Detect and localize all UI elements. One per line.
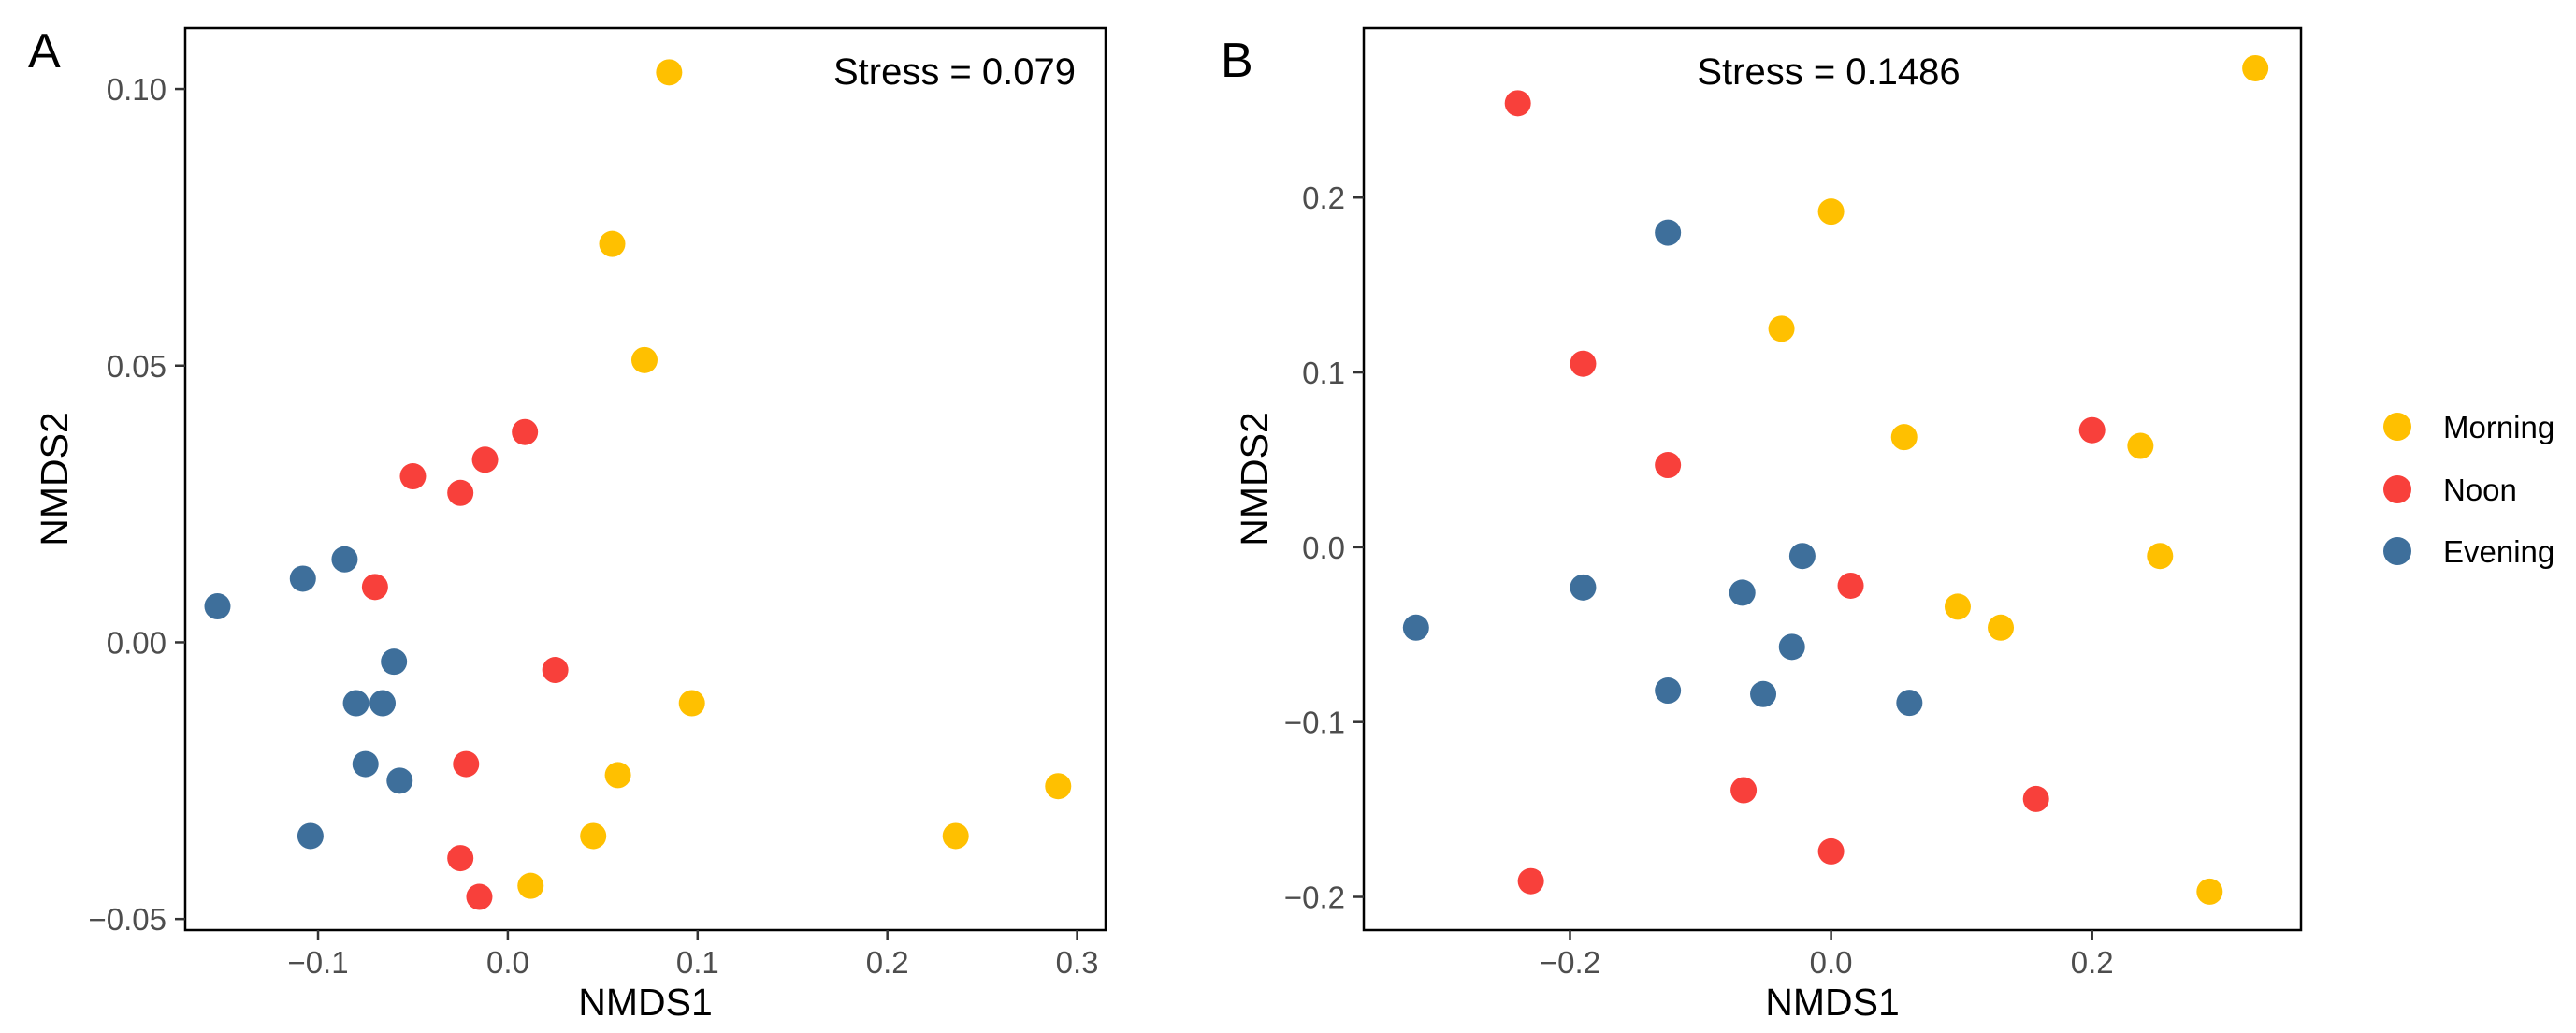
panel-b: −0.2 0.0 0.2 −0.2 −0.1 0.0 0.1 0.2 NMDS1 NMDS2 B St… <box>1221 26 2303 1024</box>
point-morning-6 <box>580 822 607 850</box>
legend-label-evening: Evening <box>2443 534 2554 569</box>
point-evening-3 <box>331 546 358 573</box>
point-morning-2 <box>1817 198 1845 226</box>
point-evening-1 <box>204 593 231 620</box>
y-tick-label: −0.2 <box>1284 880 1345 915</box>
legend-label-morning: Morning <box>2443 410 2554 444</box>
point-morning-6 <box>2147 543 2174 570</box>
point-evening-9 <box>1402 614 1429 641</box>
legend-label-noon: Noon <box>2443 473 2517 507</box>
x-tick-label: 0.2 <box>2071 945 2114 980</box>
y-tick-label: 0.00 <box>107 625 166 660</box>
point-morning-5 <box>604 762 631 789</box>
point-morning-1 <box>2242 54 2269 81</box>
point-morning-7 <box>517 872 544 899</box>
y-tick-label: 0.1 <box>1302 356 1345 390</box>
point-evening-4 <box>1788 543 1816 570</box>
x-tick-label: 0.0 <box>1810 945 1853 980</box>
legend-swatch-morning <box>2383 413 2411 441</box>
point-evening-5 <box>342 690 369 717</box>
point-noon-5 <box>361 574 388 601</box>
y-tick-label: 0.0 <box>1302 531 1345 565</box>
point-noon-3 <box>399 463 427 490</box>
y-tick-label: −0.05 <box>89 902 167 937</box>
x-tick-label: −0.2 <box>1540 945 1600 980</box>
point-noon-2 <box>1570 350 1597 377</box>
point-noon-7 <box>453 750 480 778</box>
point-noon-6 <box>542 657 569 684</box>
point-evening-7 <box>352 750 379 778</box>
y-axis-title: NMDS2 <box>33 412 76 546</box>
point-morning-1 <box>656 59 683 86</box>
point-evening-4 <box>381 648 408 676</box>
point-morning-7 <box>1944 593 1971 620</box>
y-axis-title: NMDS2 <box>1233 412 1276 546</box>
stress-annotation: Stress = 0.1486 <box>1697 51 1960 93</box>
point-evening-9 <box>297 822 324 850</box>
point-noon-6 <box>1730 777 1758 804</box>
x-tick-label: −0.1 <box>287 945 348 980</box>
point-morning-4 <box>678 690 705 717</box>
y-tick-label: −0.1 <box>1284 706 1345 740</box>
point-morning-5 <box>2127 432 2154 459</box>
point-evening-3 <box>1729 579 1756 606</box>
x-axis-title: NMDS1 <box>578 981 713 1024</box>
point-noon-3 <box>1655 452 1682 479</box>
point-morning-9 <box>2196 878 2223 905</box>
point-noon-7 <box>2022 785 2049 812</box>
point-morning-4 <box>1890 424 1918 451</box>
point-evening-5 <box>1778 633 1805 661</box>
x-tick-label: 0.2 <box>866 945 909 980</box>
x-tick-label: 0.0 <box>486 945 529 980</box>
point-noon-1 <box>512 418 539 445</box>
point-evening-8 <box>386 767 413 794</box>
point-evening-8 <box>1896 690 1923 717</box>
x-axis-title: NMDS1 <box>1765 981 1900 1024</box>
point-noon-2 <box>471 446 499 473</box>
point-noon-8 <box>447 845 474 872</box>
point-morning-9 <box>1045 773 1072 800</box>
legend-swatch-evening <box>2383 537 2411 565</box>
point-morning-3 <box>630 346 658 373</box>
point-noon-8 <box>1817 837 1845 865</box>
point-noon-9 <box>1517 867 1544 895</box>
y-tick-label: 0.10 <box>107 72 166 107</box>
point-noon-4 <box>2078 416 2106 444</box>
plot-frame <box>1362 26 2303 932</box>
plot-frame <box>183 26 1107 932</box>
legend: Morning Noon Evening <box>2383 410 2554 569</box>
x-tick-label: 0.3 <box>1056 945 1099 980</box>
point-morning-8 <box>1988 614 2015 641</box>
point-evening-6 <box>369 690 397 717</box>
x-tick-label: 0.1 <box>676 945 719 980</box>
panel-letter: B <box>1221 34 1253 88</box>
point-evening-7 <box>1750 680 1777 707</box>
y-tick-label: 0.05 <box>107 349 166 384</box>
legend-swatch-noon <box>2383 475 2411 503</box>
panel-a: −0.1 0.0 0.1 0.2 0.3 −0.05 0.00 0.05 0.10 NMDS1 NM… <box>28 24 1107 1024</box>
point-noon-5 <box>1837 572 1864 599</box>
stress-annotation: Stress = 0.079 <box>833 51 1076 93</box>
point-evening-2 <box>289 565 316 592</box>
point-evening-6 <box>1655 677 1682 705</box>
point-evening-2 <box>1570 574 1597 601</box>
point-evening-1 <box>1655 219 1682 246</box>
point-morning-8 <box>942 822 969 850</box>
point-noon-9 <box>466 883 493 910</box>
panel-letter: A <box>28 24 61 79</box>
point-morning-2 <box>599 230 626 257</box>
point-morning-3 <box>1768 315 1795 342</box>
point-noon-4 <box>447 479 474 506</box>
y-tick-label: 0.2 <box>1302 181 1345 215</box>
point-noon-1 <box>1504 90 1531 117</box>
